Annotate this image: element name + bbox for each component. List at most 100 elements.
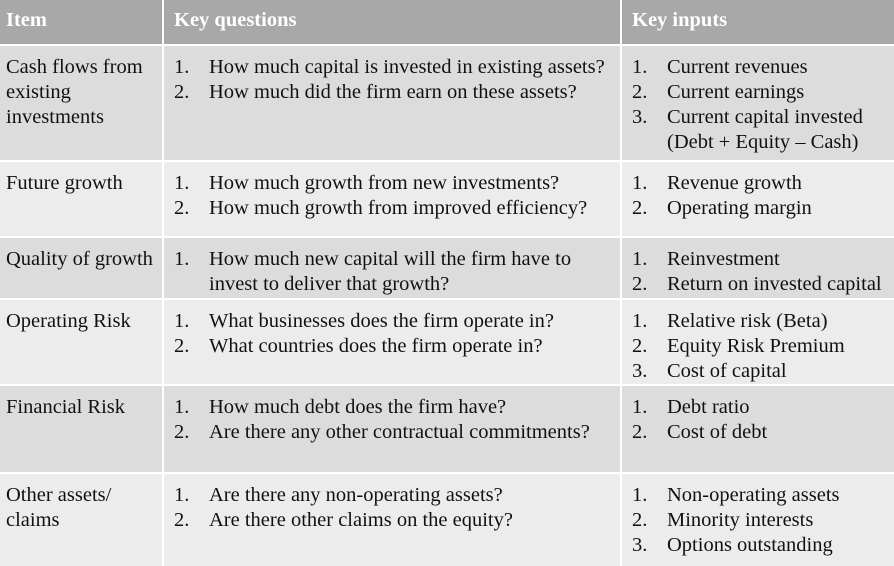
key-question-list: 1. How much capital is invested in existi… bbox=[174, 55, 620, 105]
key-input-list-item: 1. Relative risk (Beta) bbox=[632, 309, 894, 334]
list-number: 1. bbox=[632, 56, 648, 78]
list-number: 1. bbox=[174, 56, 190, 78]
key-question-text: How much new capital will the firm have … bbox=[209, 248, 572, 295]
table-row-item: Financial Risk bbox=[0, 386, 164, 472]
key-question-text: How much debt does the firm have? bbox=[209, 396, 507, 418]
list-number: 3. bbox=[632, 534, 648, 556]
key-question-text: How much did the firm earn on these asse… bbox=[209, 81, 577, 103]
list-number: 2. bbox=[174, 335, 190, 357]
key-input-list-item: 3. Options outstanding bbox=[632, 533, 894, 558]
key-question-list-item: 2. How much growth from improved efficien… bbox=[174, 196, 620, 221]
list-number: 1. bbox=[174, 396, 190, 418]
key-input-list-item: 1. Debt ratio bbox=[632, 395, 894, 420]
key-question-cell: 1. Are there any non-operating assets? 2. A… bbox=[164, 474, 622, 566]
key-input-list-item: 2. Current earnings bbox=[632, 80, 894, 105]
key-question-cell: 1. What businesses does the firm operate … bbox=[164, 300, 622, 384]
key-input-list-item: 3. Cost of capital bbox=[632, 359, 894, 384]
key-question-list-item: 1. How much new capital will the firm hav… bbox=[174, 247, 620, 297]
key-input-text: Equity Risk Premium bbox=[667, 335, 845, 357]
key-input-text: Cost of debt bbox=[667, 421, 768, 443]
key-input-list-item: 2. Minority interests bbox=[632, 508, 894, 533]
key-question-list: 1. How much debt does the firm have? 2. Are… bbox=[174, 395, 620, 445]
key-input-list-item: 2. Return on invested capital bbox=[632, 272, 894, 297]
key-question-text: Are there any non-operating assets? bbox=[209, 484, 503, 506]
key-input-list-item: 1. Current revenues bbox=[632, 55, 894, 80]
key-input-list-item: 1. Revenue growth bbox=[632, 171, 894, 196]
table-row-item: Other assets/ claims bbox=[0, 474, 164, 566]
key-question-text: How much growth from new investments? bbox=[209, 172, 560, 194]
key-question-cell: 1. How much capital is invested in existi… bbox=[164, 46, 622, 160]
table-row-item: Cash flows from existing investments bbox=[0, 46, 164, 160]
key-input-list: 1. Reinvestment 2. Return on invested capit… bbox=[632, 247, 894, 297]
key-input-text: Current capital invested (Debt + Equity … bbox=[667, 106, 863, 153]
key-question-text: What countries does the firm operate in? bbox=[209, 335, 543, 357]
key-question-list: 1. How much growth from new investments? 2… bbox=[174, 171, 620, 221]
key-input-list-item: 2. Operating margin bbox=[632, 196, 894, 221]
list-number: 2. bbox=[174, 81, 190, 103]
key-input-cell: 1. Current revenues 2. Current earnings 3. Cu… bbox=[622, 46, 894, 160]
header-item: Item bbox=[0, 0, 164, 44]
list-number: 1. bbox=[174, 248, 190, 270]
header-key-questions: Key questions bbox=[164, 0, 622, 44]
key-input-text: Relative risk (Beta) bbox=[667, 310, 828, 332]
key-input-list: 1. Non-operating assets 2. Minority interes… bbox=[632, 483, 894, 558]
key-input-text: Return on invested capital bbox=[667, 273, 882, 295]
key-input-list-item: 1. Reinvestment bbox=[632, 247, 894, 272]
table-row-item: Operating Risk bbox=[0, 300, 164, 384]
key-question-list: 1. What businesses does the firm operate … bbox=[174, 309, 620, 359]
key-question-list-item: 2. How much did the firm earn on these as… bbox=[174, 80, 620, 105]
key-question-cell: 1. How much debt does the firm have? 2. Are… bbox=[164, 386, 622, 472]
key-input-text: Current revenues bbox=[667, 56, 808, 78]
list-number: 2. bbox=[632, 421, 648, 443]
list-number: 3. bbox=[632, 360, 648, 382]
header-key-inputs: Key inputs bbox=[622, 0, 894, 44]
key-question-list-item: 1. How much debt does the firm have? bbox=[174, 395, 620, 420]
list-number: 1. bbox=[632, 172, 648, 194]
key-input-text: Operating margin bbox=[667, 197, 812, 219]
key-input-text: Current earnings bbox=[667, 81, 805, 103]
table-row-item: Quality of growth bbox=[0, 238, 164, 298]
key-input-text: Reinvestment bbox=[667, 248, 780, 270]
key-input-list-item: 3. Current capital invested (Debt + Equit… bbox=[632, 105, 894, 155]
list-number: 2. bbox=[174, 509, 190, 531]
list-number: 1. bbox=[632, 484, 648, 506]
key-input-cell: 1. Non-operating assets 2. Minority interes… bbox=[622, 474, 894, 566]
list-number: 1. bbox=[174, 484, 190, 506]
key-question-list-item: 1. How much growth from new investments? bbox=[174, 171, 620, 196]
list-number: 2. bbox=[632, 197, 648, 219]
key-input-list: 1. Revenue growth 2. Operating margin bbox=[632, 171, 894, 221]
key-question-list-item: 1. What businesses does the firm operate … bbox=[174, 309, 620, 334]
key-question-list: 1. Are there any non-operating assets? 2. A… bbox=[174, 483, 620, 533]
key-input-text: Cost of capital bbox=[667, 360, 787, 382]
key-question-list-item: 1. How much capital is invested in existi… bbox=[174, 55, 620, 80]
key-input-text: Options outstanding bbox=[667, 534, 833, 556]
key-input-text: Non-operating assets bbox=[667, 484, 840, 506]
key-question-list-item: 1. Are there any non-operating assets? bbox=[174, 483, 620, 508]
key-question-list-item: 2. Are there any other contractual commit… bbox=[174, 420, 620, 445]
key-question-cell: 1. How much new capital will the firm hav… bbox=[164, 238, 622, 298]
list-number: 2. bbox=[174, 421, 190, 443]
key-input-text: Revenue growth bbox=[667, 172, 802, 194]
list-number: 2. bbox=[174, 197, 190, 219]
key-input-cell: 1. Debt ratio 2. Cost of debt bbox=[622, 386, 894, 472]
key-question-list: 1. How much new capital will the firm hav… bbox=[174, 247, 620, 297]
key-input-cell: 1. Reinvestment 2. Return on invested capit… bbox=[622, 238, 894, 298]
key-input-list: 1. Current revenues 2. Current earnings 3. Cu… bbox=[632, 55, 894, 155]
list-number: 2. bbox=[632, 509, 648, 531]
key-question-list-item: 2. What countries does the firm operate i… bbox=[174, 334, 620, 359]
key-question-cell: 1. How much growth from new investments? 2… bbox=[164, 162, 622, 236]
key-input-text: Debt ratio bbox=[667, 396, 750, 418]
key-input-cell: 1. Revenue growth 2. Operating margin bbox=[622, 162, 894, 236]
key-question-text: Are there any other contractual commitme… bbox=[209, 421, 590, 443]
table-row-item: Future growth bbox=[0, 162, 164, 236]
list-number: 1. bbox=[632, 396, 648, 418]
list-number: 2. bbox=[632, 335, 648, 357]
list-number: 1. bbox=[632, 310, 648, 332]
key-question-list-item: 2. Are there other claims on the equity? bbox=[174, 508, 620, 533]
key-input-text: Minority interests bbox=[667, 509, 814, 531]
list-number: 1. bbox=[174, 310, 190, 332]
list-number: 1. bbox=[174, 172, 190, 194]
list-number: 3. bbox=[632, 106, 648, 128]
key-input-list-item: 1. Non-operating assets bbox=[632, 483, 894, 508]
